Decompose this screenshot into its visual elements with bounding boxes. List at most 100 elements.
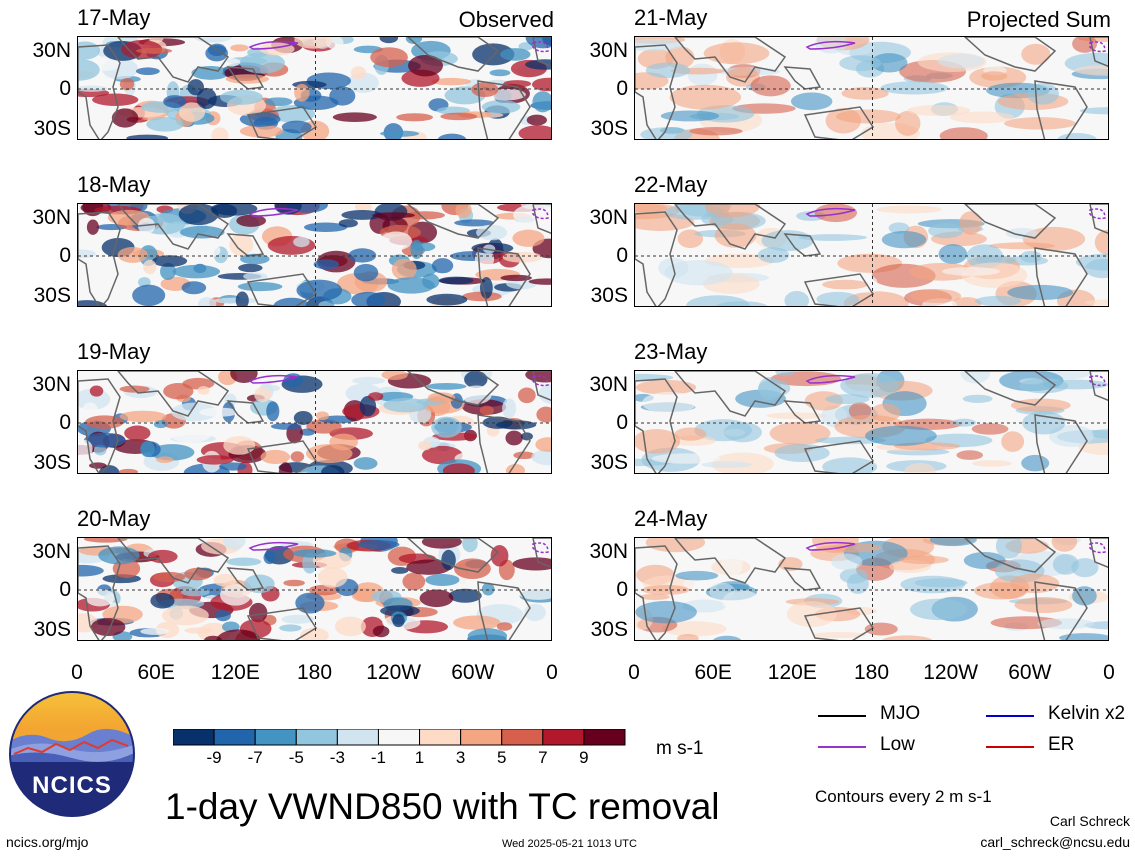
wind-anomaly-blob [757,379,791,397]
lat-label: 0 [59,578,71,601]
wind-anomaly-blob [359,395,377,417]
wind-anomaly-blob [467,628,508,640]
low-contour [805,40,856,50]
coastline [78,378,121,473]
wind-anomaly-blob [348,102,365,109]
wind-anomaly-blob [219,89,263,105]
map-panel-proj-1 [634,36,1109,140]
wind-anomaly-blob [512,557,551,571]
wind-anomaly-blob [870,53,908,73]
coastline [1034,414,1088,473]
wind-anomaly-blob [211,127,229,139]
wind-anomaly-blob [1089,429,1108,439]
wind-anomaly-blob [223,436,256,455]
wind-anomaly-blob [455,204,472,219]
wind-anomaly-blob [907,105,971,116]
low-contour [532,542,549,554]
coastline [783,400,822,424]
coastline [226,66,265,90]
lat-label: 30S [33,618,71,641]
wind-anomaly-blob [531,77,551,92]
wind-anomaly-blob [89,276,111,292]
wind-anomaly-blob [431,258,454,274]
coastline [963,538,1057,573]
wind-anomaly-blob [880,81,949,95]
wind-anomaly-blob [151,255,188,267]
wind-anomaly-blob [408,54,444,77]
wind-anomaly-blob [299,428,316,436]
wind-anomaly-blob [315,411,329,421]
wind-anomaly-blob [111,108,139,128]
wind-anomaly-blob [181,281,207,295]
wind-anomaly-blob [351,291,386,306]
wind-anomaly-blob [300,627,329,640]
wind-anomaly-blob [535,437,551,452]
wind-anomaly-blob [135,67,160,76]
wind-anomaly-blob [496,622,513,631]
low-contour [1089,542,1106,554]
wind-anomaly-blob [995,538,1023,559]
coastline [117,37,230,83]
wind-anomaly-blob [238,263,263,273]
wind-anomaly-blob [88,462,107,469]
footer-timestamp: Wed 2025-05-21 1013 UTC [502,838,637,850]
wind-anomaly-blob [761,230,814,252]
wind-anomaly-blob [769,421,831,445]
wind-anomaly-blob [436,106,470,115]
coastline [635,44,678,139]
wind-anomaly-blob [341,210,383,220]
coastline [803,440,875,473]
wind-anomaly-blob [517,586,551,600]
wind-anomaly-blob [525,59,551,70]
wind-anomaly-blob [350,66,367,80]
wind-anomaly-blob [962,394,993,403]
wind-anomaly-blob [402,572,426,591]
wind-anomaly-blob [786,601,837,627]
lon-label: 60W [451,661,495,684]
lon-label: 60W [1008,661,1052,684]
wind-anomaly-blob [197,243,221,258]
wind-anomaly-blob [353,263,379,282]
wind-anomaly-blob [210,204,258,216]
coastline [477,80,531,139]
wind-anomaly-blob [264,97,293,107]
logo-text: NCICS [32,772,112,799]
footer-email[interactable]: carl_schreck@ncsu.edu [980,834,1130,850]
wind-anomaly-blob [338,219,358,228]
wind-anomaly-blob [454,219,495,227]
coastline [246,273,318,306]
wind-anomaly-blob [438,276,474,285]
wind-anomaly-blob [723,422,762,443]
wind-anomaly-blob [502,398,517,419]
wind-anomaly-blob [161,605,209,626]
coastline [674,371,787,417]
wind-anomaly-blob [669,84,742,110]
wind-anomaly-blob [660,110,720,122]
wind-anomaly-blob [90,618,126,637]
wind-anomaly-blob [822,279,869,290]
wind-anomaly-blob [790,92,833,111]
wind-anomaly-blob [471,81,499,98]
wind-anomaly-blob [359,471,375,473]
wind-anomaly-blob [489,69,511,77]
colorbar-swatch [501,728,544,746]
wind-anomaly-blob [418,440,432,451]
wind-anomaly-blob [513,204,551,226]
wind-anomaly-blob [442,463,475,473]
panel-date-obs-4: 20-May [77,506,151,531]
wind-anomaly-blob [170,428,211,443]
colorbar-tick-label: 9 [579,748,589,767]
lat-label: 30S [33,117,71,140]
legend-line-swatch [986,715,1034,717]
wind-anomaly-blob [281,614,315,624]
wind-anomaly-blob [180,588,210,597]
footer-url[interactable]: ncics.org/mjo [6,834,89,850]
low-contour [1089,41,1106,53]
colorbar-tick-label: 7 [538,748,548,767]
wind-anomaly-blob [645,62,690,79]
wind-anomaly-blob [426,293,468,306]
wind-anomaly-blob [279,624,302,632]
wind-anomaly-blob [645,538,706,553]
low-contour [1089,375,1106,387]
wind-anomaly-blob [431,77,472,86]
